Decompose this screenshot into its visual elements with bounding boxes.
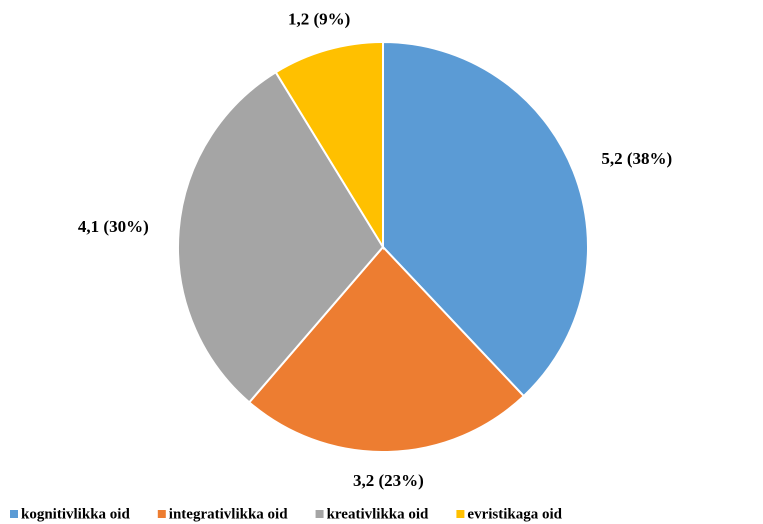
legend-label: kognitivlikka oid xyxy=(21,506,130,522)
pie-slice xyxy=(177,70,385,404)
data-label: 4,1 (30%) xyxy=(78,217,149,236)
legend-swatch xyxy=(315,510,324,518)
legend-label: integrativlikka oid xyxy=(169,506,288,522)
pie-slice xyxy=(247,245,526,453)
data-label: 1,2 (9%) xyxy=(288,10,350,29)
data-label: 5,2 (38%) xyxy=(601,149,672,168)
legend-swatch xyxy=(157,510,166,518)
legend-swatch xyxy=(10,510,18,518)
data-label: 3,2 (23%) xyxy=(353,471,424,490)
legend-swatch xyxy=(456,510,465,518)
pie-slice xyxy=(382,40,589,398)
pie-slice xyxy=(274,40,384,251)
legend-label: kreativlikka oid xyxy=(327,506,429,522)
legend-label: evristikaga oid xyxy=(467,506,562,522)
